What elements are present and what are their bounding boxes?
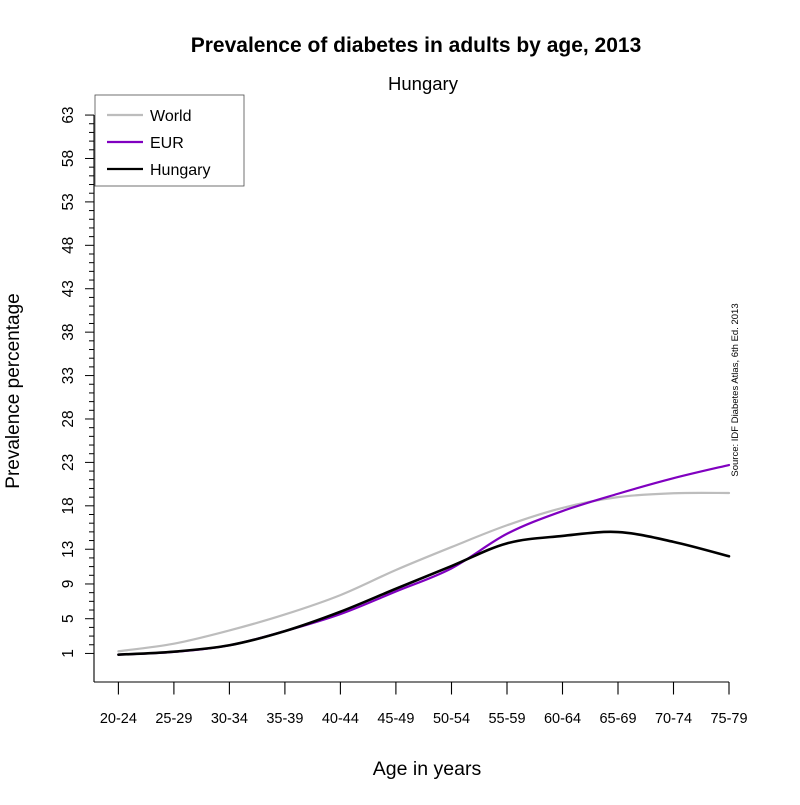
svg-text:53: 53	[60, 193, 77, 210]
svg-text:63: 63	[60, 106, 77, 123]
svg-text:9: 9	[60, 580, 77, 589]
svg-text:Hungary: Hungary	[388, 73, 459, 94]
svg-text:55-59: 55-59	[488, 711, 525, 727]
svg-text:20-24: 20-24	[100, 711, 137, 727]
svg-text:50-54: 50-54	[433, 711, 470, 727]
svg-text:70-74: 70-74	[655, 711, 692, 727]
svg-text:30-34: 30-34	[211, 711, 248, 727]
svg-text:5: 5	[60, 614, 77, 623]
svg-text:13: 13	[60, 541, 77, 558]
svg-text:35-39: 35-39	[266, 711, 303, 727]
svg-text:World: World	[150, 108, 192, 125]
svg-text:75-79: 75-79	[710, 711, 747, 727]
svg-text:Age in years: Age in years	[373, 758, 482, 780]
svg-text:33: 33	[60, 367, 77, 384]
svg-text:Prevalence of diabetes in adul: Prevalence of diabetes in adults by age,…	[191, 34, 642, 57]
svg-text:58: 58	[60, 150, 77, 167]
svg-text:65-69: 65-69	[599, 711, 636, 727]
svg-text:Source: IDF Diabetes Atlas, 6t: Source: IDF Diabetes Atlas, 6th Ed. 2013	[730, 303, 741, 476]
svg-text:1: 1	[60, 649, 77, 658]
svg-text:60-64: 60-64	[544, 711, 581, 727]
svg-text:48: 48	[60, 237, 77, 254]
svg-text:25-29: 25-29	[155, 711, 192, 727]
svg-text:43: 43	[60, 280, 77, 297]
svg-text:45-49: 45-49	[377, 711, 414, 727]
svg-text:EUR: EUR	[150, 135, 184, 152]
svg-text:40-44: 40-44	[322, 711, 359, 727]
svg-text:23: 23	[60, 454, 77, 471]
svg-text:Hungary: Hungary	[150, 162, 210, 179]
svg-text:Prevalence percentage: Prevalence percentage	[3, 293, 24, 488]
svg-text:38: 38	[60, 324, 77, 341]
svg-text:18: 18	[60, 497, 77, 514]
svg-text:28: 28	[60, 410, 77, 427]
